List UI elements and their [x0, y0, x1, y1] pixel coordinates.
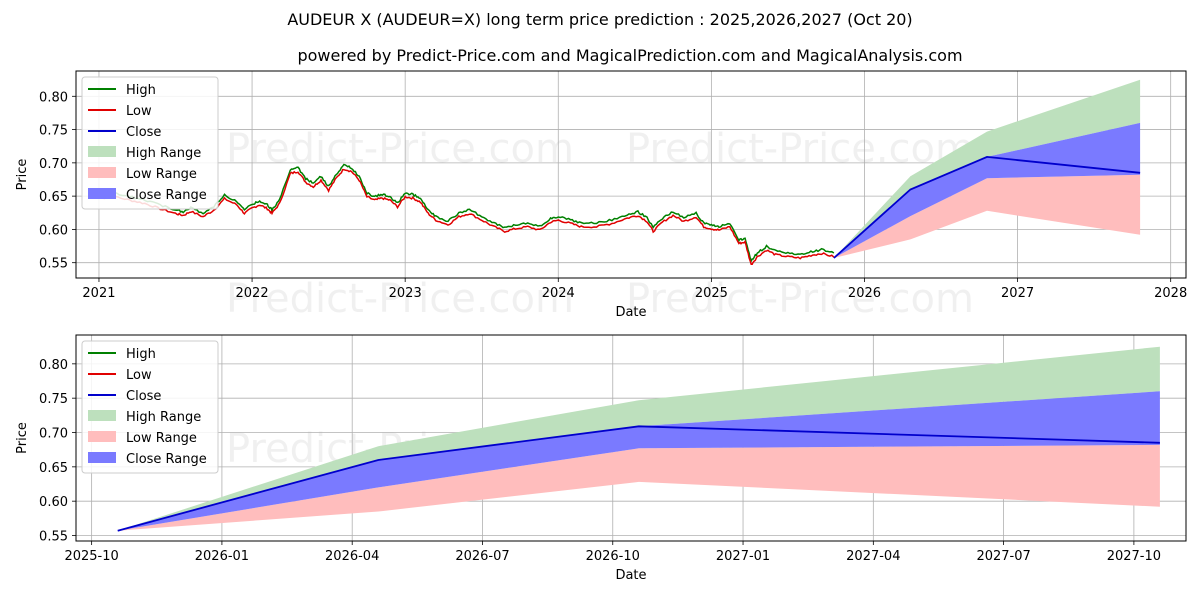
close-range-band — [833, 122, 1141, 259]
legend-label: Low Range — [126, 167, 197, 182]
high-price-line — [98, 163, 835, 263]
y-tick-label: 0.60 — [39, 495, 68, 510]
legend-label: High — [126, 83, 156, 98]
y-tick-label: 0.75 — [39, 124, 68, 139]
x-tick-label: 2028 — [1154, 286, 1187, 301]
high-range-band — [833, 79, 1141, 258]
chart-subtitle: powered by Predict-Price.com and Magical… — [297, 46, 962, 65]
plot-frame — [75, 70, 1187, 279]
legend-label: High Range — [126, 146, 201, 161]
watermark-text: Predict-Price.com — [626, 276, 974, 322]
x-tick-label: 2027-10 — [1107, 549, 1161, 564]
watermark-text: Predict-Price.com — [226, 126, 574, 172]
legend-label: High Range — [126, 410, 201, 425]
x-tick-label: 2023 — [389, 286, 422, 301]
watermark-text: Predict-Price.com — [226, 276, 574, 322]
x-axis-title: Date — [615, 568, 646, 583]
x-tick-label: 2027-07 — [976, 549, 1030, 564]
y-tick-label: 0.70 — [39, 157, 68, 172]
watermark-text: Predict-Price.com — [626, 126, 974, 172]
low-price-line — [98, 168, 835, 265]
legend-label: Close — [126, 389, 161, 404]
y-axis-title: Price — [15, 422, 30, 454]
x-tick-label: 2025 — [695, 286, 728, 301]
x-tick-label: 2026-01 — [195, 549, 249, 564]
legend-label: Low — [126, 104, 152, 119]
close-forecast-line — [833, 155, 1141, 259]
x-tick-label: 2026 — [848, 286, 881, 301]
y-tick-label: 0.80 — [39, 90, 68, 105]
legend-swatch-patch — [88, 188, 116, 199]
y-tick-label: 0.70 — [39, 427, 68, 442]
legend-swatch-patch — [88, 167, 116, 178]
legend-label: Close — [126, 125, 161, 140]
x-tick-label: 2027-04 — [846, 549, 900, 564]
y-tick-label: 0.55 — [39, 257, 68, 272]
y-tick-label: 0.65 — [39, 190, 68, 205]
low-range-band — [833, 174, 1141, 258]
x-axis-title: Date — [615, 305, 646, 320]
y-tick-label: 0.60 — [39, 223, 68, 238]
legend-label: High — [126, 347, 156, 362]
chart-title: AUDEUR X (AUDEUR=X) long term price pred… — [287, 10, 912, 29]
plot-frame — [75, 334, 1187, 542]
close-forecast-line — [117, 425, 1160, 532]
legend-swatch-patch — [88, 452, 116, 463]
x-tick-label: 2026-04 — [325, 549, 379, 564]
x-tick-label: 2026-07 — [455, 549, 509, 564]
legend-label: Close Range — [126, 452, 207, 467]
high-range-band — [117, 346, 1160, 531]
x-tick-label: 2025-10 — [64, 549, 118, 564]
x-tick-label: 2021 — [82, 286, 115, 301]
bottom-chart-panel: Predict-Price.comPredict-Price.com2025-1… — [15, 334, 1187, 583]
top-chart-panel: Predict-Price.com Predict-Price.com Predic… — [15, 70, 1187, 322]
close-range-band — [117, 391, 1160, 531]
legend-label: Low Range — [126, 431, 197, 446]
x-tick-label: 2027-01 — [716, 549, 770, 564]
x-tick-label: 2026-10 — [586, 549, 640, 564]
legend-swatch-patch — [88, 431, 116, 442]
low-range-band — [117, 444, 1160, 531]
x-tick-label: 2027 — [1001, 286, 1034, 301]
x-tick-label: 2024 — [542, 286, 575, 301]
y-tick-label: 0.80 — [39, 358, 68, 373]
legend-swatch-patch — [88, 410, 116, 421]
legend-swatch-patch — [88, 146, 116, 157]
y-tick-label: 0.65 — [39, 461, 68, 476]
y-tick-label: 0.75 — [39, 392, 68, 407]
y-axis-title: Price — [15, 159, 30, 191]
y-tick-label: 0.55 — [39, 530, 68, 545]
legend-label: Low — [126, 368, 152, 383]
x-tick-label: 2022 — [236, 286, 269, 301]
legend-label: Close Range — [126, 188, 207, 203]
